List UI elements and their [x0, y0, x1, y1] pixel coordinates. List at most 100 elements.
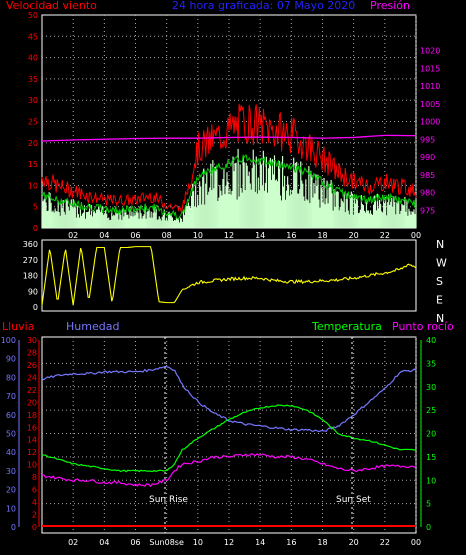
- pressure-tick-label: 1005: [420, 100, 440, 109]
- wind-x-tick-label: 04: [99, 231, 109, 240]
- humidity-tick-label: 90: [6, 355, 16, 364]
- pressure-tick-label: 995: [420, 135, 435, 144]
- humidity-tick-label: 0: [11, 523, 16, 532]
- humidity-line: [41, 365, 417, 433]
- temperature-tick-label: 5: [426, 500, 431, 509]
- rain-tick-label: 4: [32, 498, 37, 507]
- wind-x-tick-label: 08: [162, 231, 172, 240]
- temp-x-tick-label: 22: [380, 538, 390, 547]
- sunset-label: Sun Set: [336, 495, 371, 505]
- direction-panel-frame: [41, 239, 417, 312]
- pressure-tick-label: 990: [420, 153, 435, 162]
- wind-speed-tick-label: 35: [28, 75, 38, 84]
- temp-x-tick-label: 04: [99, 538, 109, 547]
- wind-speed-axis-title: Velocidad viento: [6, 0, 97, 12]
- rain-tick-label: 14: [27, 436, 37, 445]
- temp-x-tick-label: Sun08se: [149, 538, 184, 547]
- rain-tick-label: 8: [32, 473, 37, 482]
- pressure-tick-label: 980: [420, 189, 435, 198]
- wind-speed-tick-label: 0: [33, 224, 38, 233]
- wind-speed-tick-label: 50: [28, 11, 38, 20]
- humidity-tick-label: 30: [6, 467, 16, 476]
- wind-x-tick-label: 14: [255, 231, 265, 240]
- wind-speed-tick-label: 10: [28, 181, 38, 190]
- wind-x-tick-label: 02: [68, 231, 78, 240]
- temperature-axis-title: Temperatura: [311, 320, 382, 333]
- temperature-panel-x-ticks: 02 04 06 Sun08se 10 12 14 16 18 20 22 00: [68, 538, 421, 547]
- wind-speed-tick-label: 30: [28, 96, 38, 105]
- humidity-tick-label: 70: [6, 392, 16, 401]
- temperature-series: [41, 365, 417, 527]
- rain-tick-label: 28: [27, 348, 37, 357]
- rain-tick-label: 20: [27, 398, 37, 407]
- compass-label: S: [436, 275, 443, 288]
- wind-speed-tick-label: 40: [28, 54, 38, 63]
- pressure-tick-label: 1020: [420, 47, 440, 56]
- rain-tick-label: 22: [27, 386, 37, 395]
- temperature-tick-label: 20: [426, 430, 436, 439]
- temperature-tick-label: 30: [426, 383, 436, 392]
- chart-title: 24 hora graficada: 07 Mayo 2020: [172, 0, 355, 12]
- rain-tick-label: 24: [27, 373, 37, 382]
- dewpoint-axis-title: Punto rocío: [392, 320, 454, 333]
- wind-speed-tick-label: 45: [28, 32, 38, 41]
- humidity-tick-label: 20: [6, 486, 16, 495]
- rain-tick-label: 18: [27, 411, 37, 420]
- temp-x-tick-label: 06: [130, 538, 140, 547]
- sunrise-label: Sun Rise: [149, 495, 188, 505]
- humidity-axis-title: Humedad: [66, 320, 119, 333]
- wind-speed-tick-label: 25: [28, 118, 38, 127]
- humidity-tick-label: 60: [6, 411, 16, 420]
- pressure-tick-label: 1015: [420, 64, 440, 73]
- wind-gust-line: [41, 103, 417, 214]
- rain-tick-label: 16: [27, 423, 37, 432]
- temp-x-tick-label: 20: [349, 538, 359, 547]
- direction-tick-label: 90: [28, 287, 38, 296]
- wind-series: [41, 103, 417, 228]
- temperature-tick-label: 40: [426, 336, 436, 345]
- direction-tick-label: 270: [23, 256, 38, 265]
- temperature-tick-label: 15: [426, 453, 436, 462]
- compass-label: N: [436, 238, 444, 251]
- wind-speed-tick-label: 5: [33, 203, 38, 212]
- humidity-tick-label: 10: [6, 504, 16, 513]
- direction-ticks: 0 90 180 270 360: [23, 240, 38, 312]
- temperature-panel-grid: [42, 337, 417, 533]
- temperature-tick-label: 25: [426, 406, 436, 415]
- temp-x-tick-label: 18: [317, 538, 327, 547]
- rain-tick-label: 10: [27, 461, 37, 470]
- wind-x-tick-label: 16: [286, 231, 296, 240]
- humidity-tick-label: 50: [6, 430, 16, 439]
- pressure-tick-label: 975: [420, 206, 435, 215]
- wind-x-tick-label: 12: [224, 231, 234, 240]
- pressure-tick-label: 985: [420, 171, 435, 180]
- direction-tick-label: 360: [23, 240, 38, 249]
- pressure-axis-title: Presión: [370, 0, 410, 12]
- temperature-tick-label: 10: [426, 476, 436, 485]
- direction-tick-label: 0: [33, 303, 38, 312]
- dewpoint-line: [41, 453, 417, 488]
- temp-x-tick-label: 12: [224, 538, 234, 547]
- temp-x-tick-label: 10: [193, 538, 203, 547]
- pressure-line: [41, 134, 417, 142]
- rain-tick-label: 30: [27, 336, 37, 345]
- rain-tick-label: 2: [32, 511, 37, 520]
- rain-tick-label: 26: [27, 361, 37, 370]
- wind-speed-tick-label: 20: [28, 139, 38, 148]
- rain-tick-label: 6: [32, 486, 37, 495]
- direction-tick-label: 180: [23, 272, 38, 281]
- humidity-tick-label: 100: [1, 336, 16, 345]
- temp-x-tick-label: 14: [255, 538, 265, 547]
- wind-x-tick-label: 06: [130, 231, 140, 240]
- wind-direction-line: [41, 246, 417, 306]
- wind-speed-tick-label: 15: [28, 160, 38, 169]
- humidity-tick-label: 40: [6, 448, 16, 457]
- temperature-tick-label: 35: [426, 359, 436, 368]
- humidity-tick-label: 80: [6, 373, 16, 382]
- compass-label: E: [436, 294, 443, 307]
- wind-x-tick-label: 10: [193, 231, 203, 240]
- temperature-panel-ticks: 0 5 10 15 20 25 30 35 40 0 10 20 30 40 50 60 70 80 90 100 0 2…: [1, 336, 436, 532]
- temp-x-tick-label: 16: [286, 538, 296, 547]
